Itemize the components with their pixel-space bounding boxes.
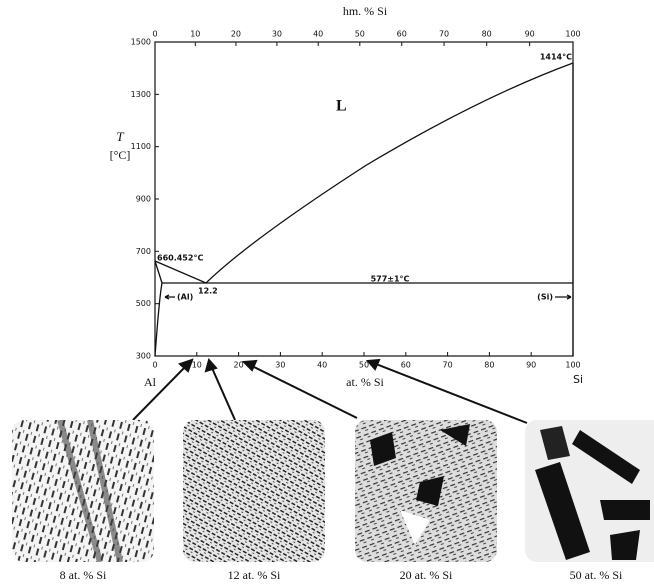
top-tick-label: 90 — [525, 30, 535, 39]
y-tick-label: 1500 — [131, 38, 151, 47]
x-tick-label: 40 — [317, 361, 327, 370]
arrow — [132, 365, 187, 421]
eutectic-composition: 12.2 — [198, 287, 218, 296]
micrograph — [355, 420, 497, 562]
al-phase: (Al) — [177, 293, 193, 302]
top-axis-label: hm. % Si — [343, 4, 388, 18]
y-axis-symbol: T — [116, 129, 124, 144]
phase-diagram: hm. % Si at. % Si Al Si T [°C] L 1414°C … — [110, 4, 583, 389]
x-tick-label: 30 — [275, 361, 285, 370]
top-tick-label: 50 — [355, 30, 365, 39]
y-axis-unit: [°C] — [110, 148, 131, 162]
y-tick-label: 300 — [136, 352, 151, 361]
top-tick-label: 40 — [313, 30, 323, 39]
x-tick-label: 100 — [565, 361, 580, 370]
micrograph-caption: 50 at. % Si — [570, 568, 623, 582]
x-tick-label: 90 — [526, 361, 536, 370]
top-tick-label: 0 — [152, 30, 157, 39]
micrograph — [183, 420, 325, 562]
y-tick-label: 1100 — [131, 142, 151, 151]
x-tick-label: 70 — [443, 361, 453, 370]
phase-arrows — [164, 294, 572, 300]
arrow-head — [178, 358, 194, 373]
arrow — [375, 363, 528, 424]
y-tick-label: 500 — [136, 299, 151, 308]
phase-boundaries — [154, 62, 574, 357]
arrow — [251, 365, 358, 419]
bottom-axis-label: at. % Si — [346, 375, 384, 389]
y-tick-label: 900 — [136, 195, 151, 204]
y-tick-label: 700 — [136, 247, 151, 256]
top-tick-label: 60 — [397, 30, 407, 39]
y-tick-label: 1300 — [131, 90, 151, 99]
arrows — [132, 357, 528, 424]
captions: 8 at. % Si 12 at. % Si 20 at. % Si 50 at. %… — [60, 568, 623, 582]
x-tick-label: 60 — [401, 361, 411, 370]
x-tick-label: 0 — [152, 361, 157, 370]
x-tick-label: 20 — [234, 361, 244, 370]
micrograph-caption: 20 at. % Si — [400, 568, 453, 582]
top-tick-label: 30 — [272, 30, 282, 39]
x-tick-label: 80 — [484, 361, 494, 370]
arrow-head — [365, 358, 381, 371]
top-tick-label: 100 — [565, 30, 580, 39]
top-tick-label: 70 — [439, 30, 449, 39]
arrow-head — [204, 357, 218, 373]
micrograph-caption: 12 at. % Si — [228, 568, 281, 582]
top-tick-label: 80 — [482, 30, 492, 39]
right-end-label: Si — [573, 373, 583, 386]
x-tick-label: 10 — [192, 361, 202, 370]
top-tick-label: 20 — [231, 30, 241, 39]
micrographs — [12, 420, 654, 562]
liquidus — [154, 62, 574, 284]
eutectic-temperature: 577±1°C — [371, 275, 410, 284]
al-melting: 660.452°C — [157, 254, 203, 263]
top-tick-label: 10 — [190, 30, 200, 39]
micrograph — [525, 420, 654, 562]
si-melting: 1414°C — [540, 53, 572, 62]
micrograph-caption: 8 at. % Si — [60, 568, 107, 582]
micrograph — [12, 420, 154, 562]
solvus — [154, 282, 163, 357]
left-end-label: Al — [144, 375, 157, 389]
si-phase: (Si) — [537, 293, 553, 302]
x-tick-label: 50 — [359, 361, 369, 370]
liquid-label: L — [336, 98, 347, 115]
arrow-head — [241, 359, 258, 372]
arrow — [211, 367, 236, 421]
solidus — [154, 260, 163, 284]
